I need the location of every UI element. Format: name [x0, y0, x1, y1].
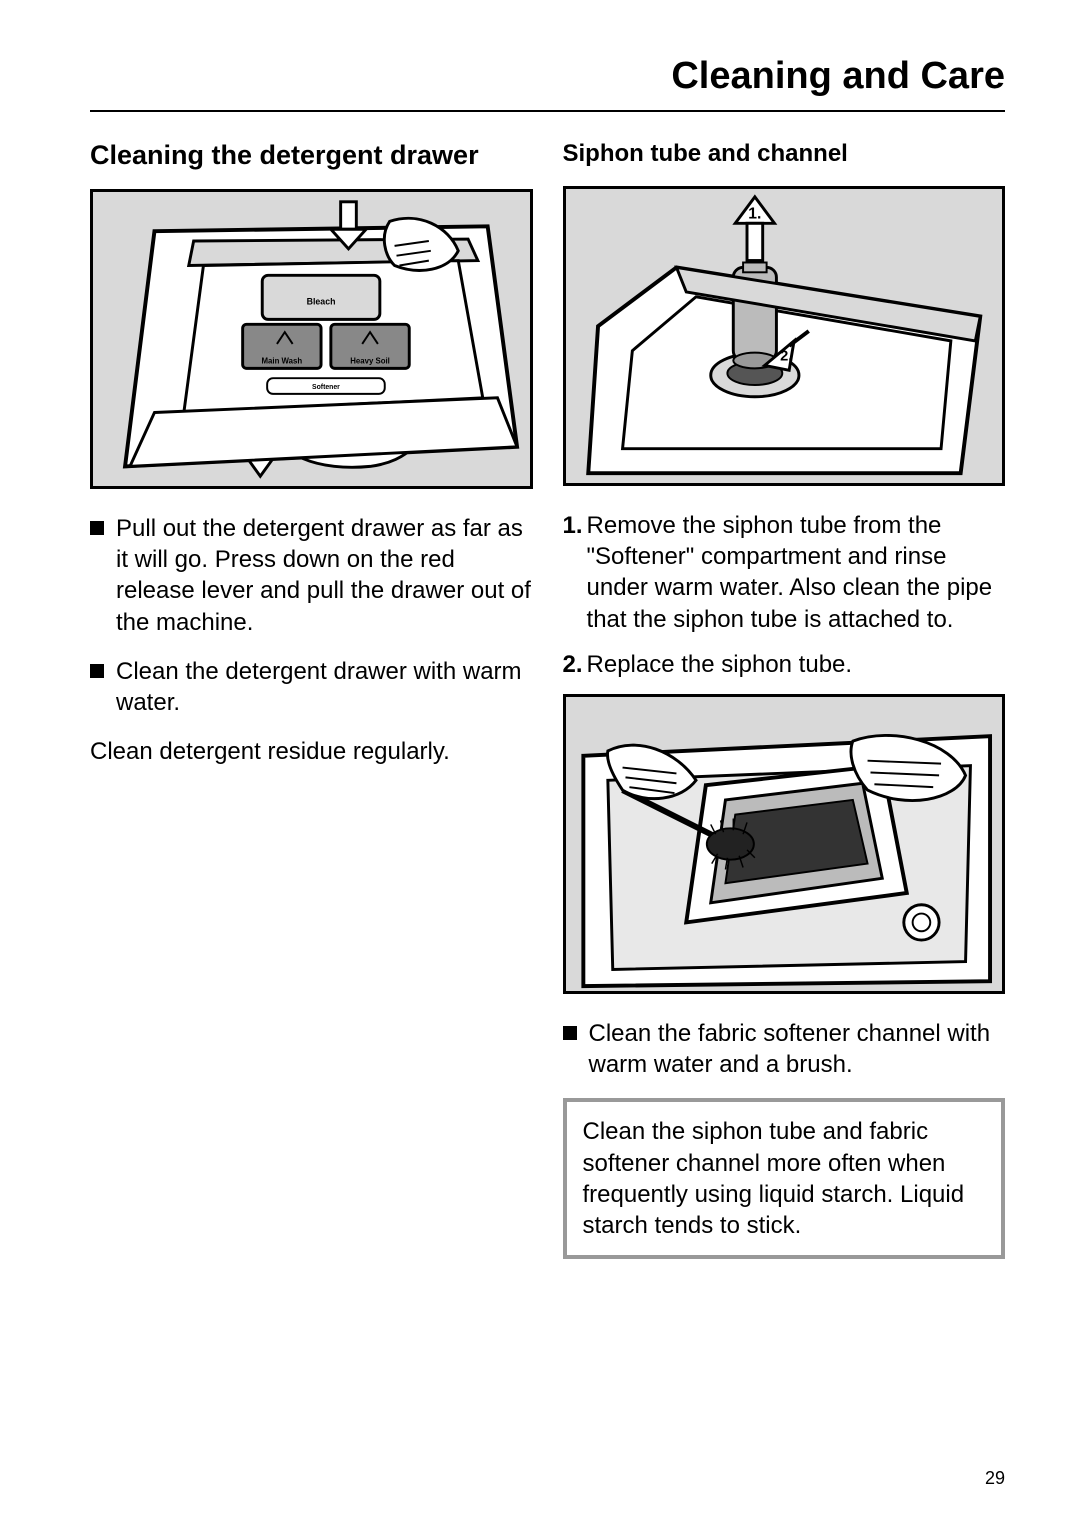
fig-num-1: 1.: [748, 205, 761, 222]
label-bleach: Bleach: [307, 297, 336, 307]
left-heading: Cleaning the detergent drawer: [90, 140, 533, 171]
numbered-step: 1. Remove the siphon tube from the "Soft…: [563, 510, 1006, 635]
label-main-wash: Main Wash: [262, 357, 303, 366]
note-box: Clean the siphon tube and fabric softene…: [563, 1098, 1006, 1259]
manual-page: Cleaning and Care Cleaning the detergent…: [0, 0, 1080, 1529]
bullet-item: Clean the detergent drawer with warm wat…: [90, 656, 533, 718]
siphon-illustration: 1. 2.: [566, 189, 1003, 483]
bullet-item: Clean the fabric softener channel with w…: [563, 1018, 1006, 1080]
step-number: 1.: [563, 510, 583, 541]
left-bullets: Pull out the detergent drawer as far as …: [90, 513, 533, 718]
label-heavy-soil: Heavy Soil: [350, 357, 390, 366]
columns: Cleaning the detergent drawer: [90, 140, 1005, 1259]
brush-illustration: [566, 697, 1003, 991]
figure-siphon-tube: 1. 2.: [563, 186, 1006, 486]
bullet-text: Pull out the detergent drawer as far as …: [116, 513, 533, 638]
bullet-square-icon: [90, 521, 104, 535]
bullet-square-icon: [90, 664, 104, 678]
right-column: Siphon tube and channel: [563, 140, 1006, 1259]
bullet-item: Pull out the detergent drawer as far as …: [90, 513, 533, 638]
fig-num-2: 2.: [780, 349, 792, 365]
bullet-text: Clean the detergent drawer with warm wat…: [116, 656, 533, 718]
left-column: Cleaning the detergent drawer: [90, 140, 533, 1259]
step-number: 2.: [563, 649, 583, 680]
figure-detergent-drawer: Bleach Main Wash Heavy Soil Softener: [90, 189, 533, 489]
step-text: Remove the siphon tube from the "Softene…: [587, 510, 1005, 635]
left-plain-text: Clean detergent residue regularly.: [90, 736, 533, 767]
note-text: Clean the siphon tube and fabric softene…: [583, 1118, 965, 1239]
numbered-step: 2. Replace the siphon tube.: [563, 649, 1006, 680]
right-bullets: Clean the fabric softener channel with w…: [563, 1018, 1006, 1080]
right-heading: Siphon tube and channel: [563, 140, 1006, 168]
bullet-square-icon: [563, 1026, 577, 1040]
page-title: Cleaning and Care: [90, 55, 1005, 112]
step-text: Replace the siphon tube.: [587, 649, 853, 680]
page-number: 29: [985, 1468, 1005, 1489]
bullet-text: Clean the fabric softener channel with w…: [589, 1018, 1006, 1080]
drawer-illustration: Bleach Main Wash Heavy Soil Softener: [93, 192, 530, 486]
figure-brush-cleaning: [563, 694, 1006, 994]
label-softener: Softener: [312, 384, 340, 391]
